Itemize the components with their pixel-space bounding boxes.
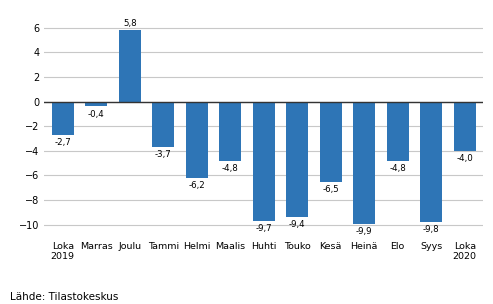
Bar [353, 102, 375, 223]
Bar [253, 102, 275, 221]
Bar [387, 102, 409, 161]
Bar [119, 30, 141, 102]
Text: -0,4: -0,4 [88, 109, 105, 119]
Bar [52, 102, 73, 135]
Bar [85, 102, 107, 106]
Text: -4,8: -4,8 [222, 164, 239, 173]
Bar [421, 102, 442, 222]
Bar [320, 102, 342, 182]
Text: -4,0: -4,0 [457, 154, 473, 163]
Text: -9,8: -9,8 [423, 225, 440, 234]
Text: Lähde: Tilastokeskus: Lähde: Tilastokeskus [10, 292, 118, 302]
Text: -9,4: -9,4 [289, 220, 306, 230]
Bar [219, 102, 241, 161]
Text: -6,5: -6,5 [322, 185, 339, 194]
Text: 5,8: 5,8 [123, 19, 137, 28]
Bar [186, 102, 208, 178]
Text: -2,7: -2,7 [54, 138, 71, 147]
Text: -9,7: -9,7 [255, 224, 272, 233]
Bar [286, 102, 308, 217]
Text: -6,2: -6,2 [188, 181, 205, 190]
Text: -4,8: -4,8 [389, 164, 406, 173]
Bar [152, 102, 174, 147]
Text: -3,7: -3,7 [155, 150, 172, 159]
Text: -9,9: -9,9 [356, 227, 373, 236]
Bar [454, 102, 476, 151]
